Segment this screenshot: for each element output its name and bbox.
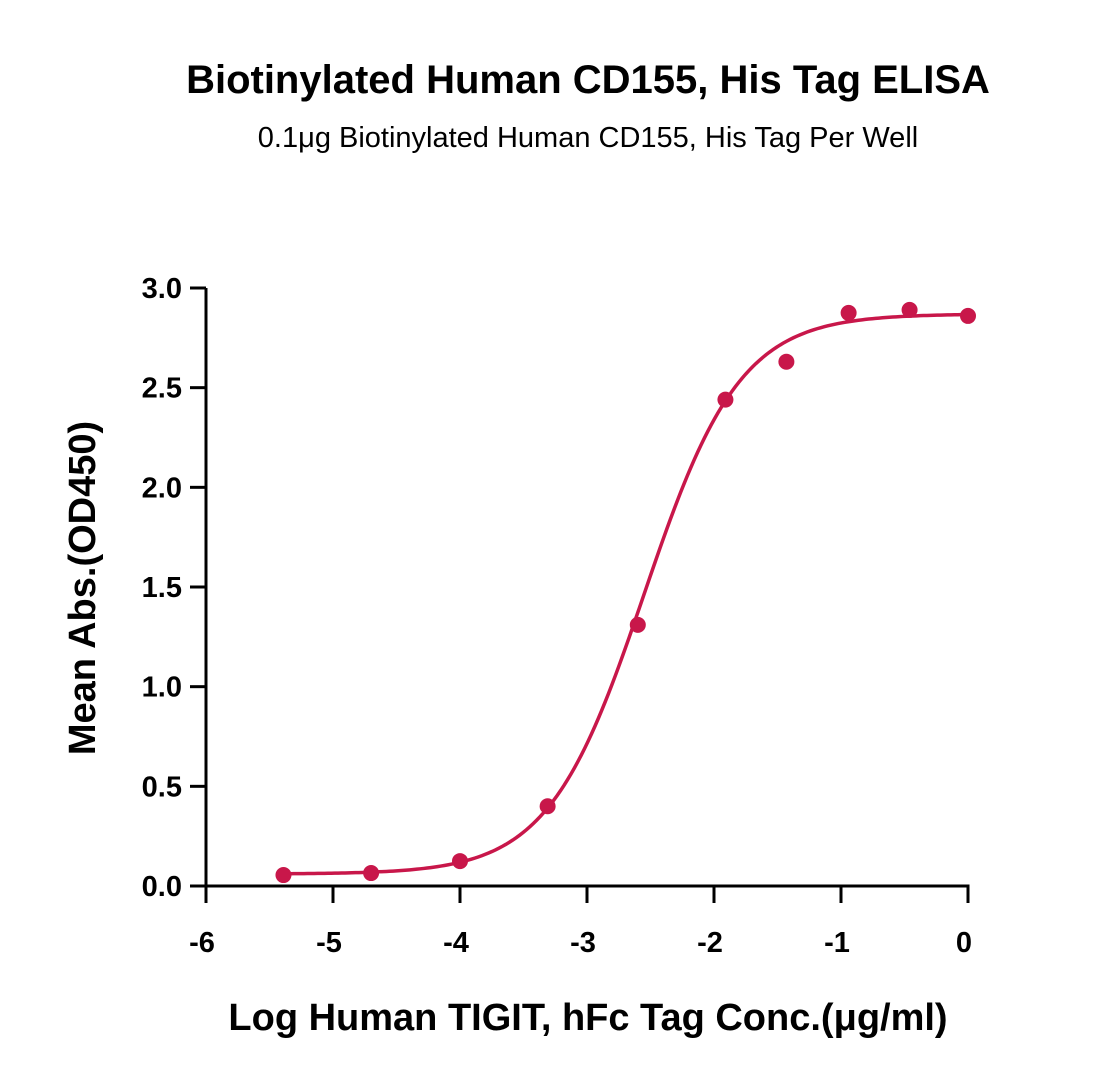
x-tick-label: -1 (824, 927, 850, 959)
data-point (901, 301, 918, 318)
axes: 0.0 0.5 1.0 1.5 2.0 2.5 3.0 -6 -5 -4 -3 -2 -1 0 (142, 273, 972, 959)
data-points-layer (275, 301, 976, 884)
y-tick-label: 2.5 (142, 373, 182, 405)
y-tick-label: 0.5 (142, 771, 182, 803)
x-tick-label: -3 (570, 927, 596, 959)
x-axis-label: Log Human TIGIT, hFc Tag Conc.(μg/ml) (228, 997, 947, 1039)
data-point (275, 867, 292, 884)
x-tick-label: -4 (443, 927, 469, 959)
y-tick-label: 3.0 (142, 273, 182, 305)
y-tick-label: 2.0 (142, 472, 182, 504)
chart-title: Biotinylated Human CD155, His Tag ELISA (186, 58, 990, 102)
x-tick-label: -2 (697, 927, 723, 959)
data-point (363, 865, 380, 882)
x-tick-label: -5 (316, 927, 342, 959)
chart-subtitle: 0.1μg Biotinylated Human CD155, His Tag … (258, 122, 918, 154)
data-point (717, 391, 734, 408)
fit-curve-layer (283, 312, 969, 876)
data-point (840, 304, 857, 321)
data-point (778, 353, 795, 370)
y-tick-label: 1.0 (142, 672, 182, 704)
y-axis-label: Mean Abs.(OD450) (62, 421, 104, 755)
x-tick-label: -6 (189, 927, 215, 959)
data-point (539, 798, 556, 815)
data-point (960, 307, 976, 324)
data-point (452, 853, 468, 870)
data-point (629, 616, 646, 633)
y-tick-label: 1.5 (142, 572, 182, 604)
x-tick-label: 0 (956, 927, 972, 959)
fit-curve (283, 312, 969, 876)
y-tick-label: 0.0 (142, 871, 182, 903)
